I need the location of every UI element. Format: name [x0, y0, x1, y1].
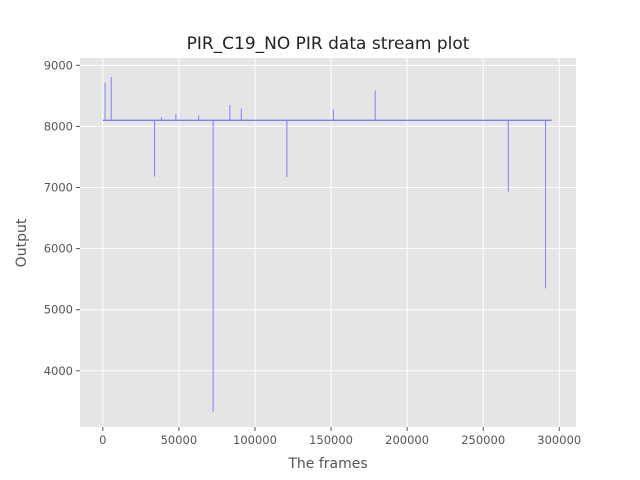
- series-layer: [102, 76, 552, 412]
- y-tick-label: 6000: [44, 242, 73, 256]
- y-tick-label: 8000: [44, 119, 73, 133]
- x-tick-label: 50000: [161, 433, 198, 447]
- x-tick-label: 200000: [385, 433, 429, 447]
- y-tick-label: 4000: [44, 364, 73, 378]
- y-tick-label: 9000: [44, 58, 73, 72]
- y-axis-ticks: 4000 5000 6000 7000 8000 9000: [44, 58, 80, 378]
- x-axis-ticks: 0 50000 100000 150000 200000 250000 300000: [99, 427, 581, 447]
- x-tick-label: 150000: [309, 433, 353, 447]
- grid: [80, 58, 576, 427]
- x-tick-label: 250000: [461, 433, 505, 447]
- x-axis-label: The frames: [287, 456, 367, 472]
- x-tick-label: 100000: [233, 433, 277, 447]
- x-tick-label: 0: [99, 433, 106, 447]
- plot-background: [80, 58, 576, 427]
- y-axis-label: Output: [14, 218, 30, 267]
- chart-title: PIR_C19_NO PIR data stream plot: [187, 34, 470, 54]
- y-tick-label: 7000: [44, 181, 73, 195]
- x-tick-label: 300000: [537, 433, 581, 447]
- y-tick-label: 5000: [44, 303, 73, 317]
